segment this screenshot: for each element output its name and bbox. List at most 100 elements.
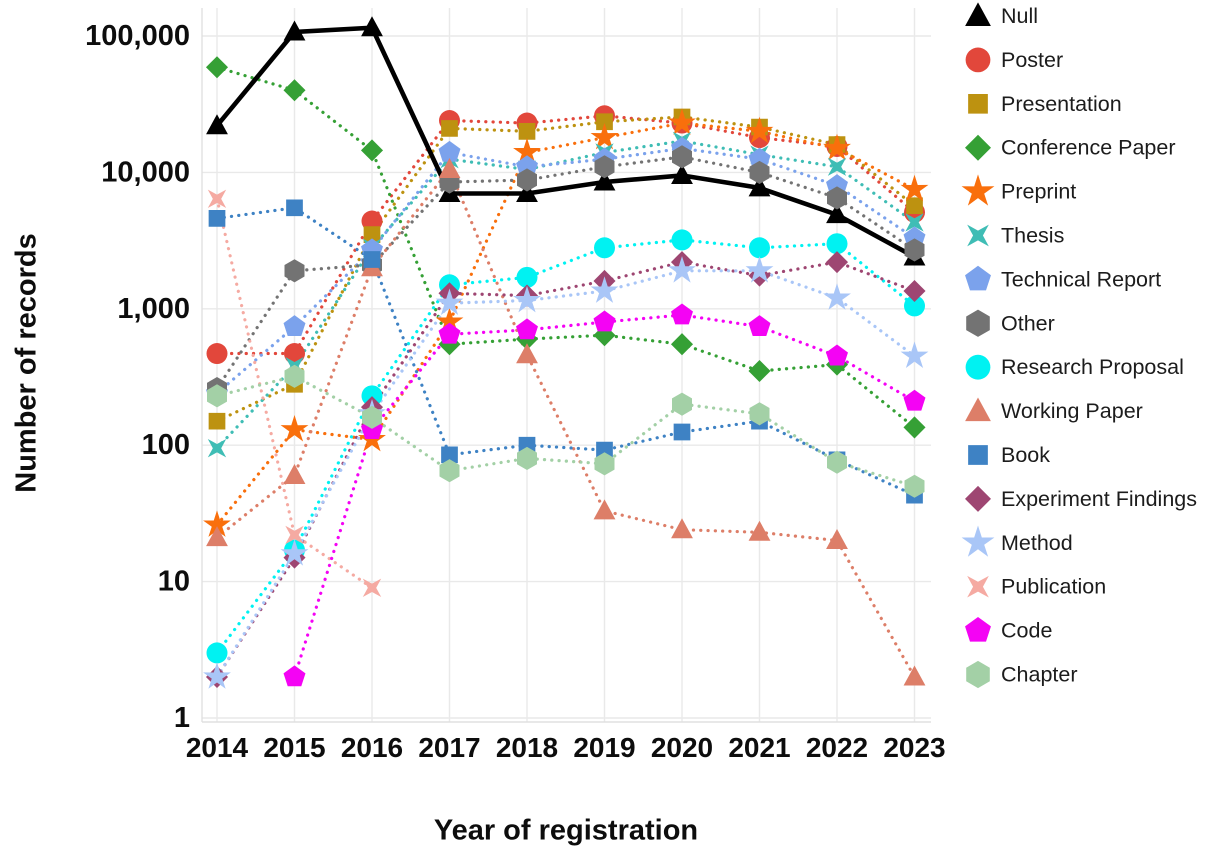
data-point <box>594 155 615 179</box>
y-tick-label: 1 <box>174 702 190 734</box>
data-point <box>361 385 383 407</box>
legend-label: Preprint <box>1001 180 1076 204</box>
data-point <box>283 79 306 102</box>
data-point <box>362 578 382 598</box>
legend-item-thesis: Thesis <box>967 224 1064 248</box>
data-point <box>906 197 923 215</box>
data-point <box>203 662 231 689</box>
legend-marker-book <box>968 445 988 465</box>
data-point <box>671 518 693 539</box>
x-tick-label: 2018 <box>496 732 558 763</box>
legend-item-research-proposal: Research Proposal <box>965 354 1184 380</box>
data-point <box>438 158 461 179</box>
data-point <box>590 122 619 150</box>
legend-label: Book <box>1001 443 1050 467</box>
data-point <box>672 145 692 169</box>
legend-marker-code <box>965 616 991 642</box>
legend-label: Null <box>1001 4 1038 28</box>
data-point <box>207 189 227 209</box>
data-point <box>361 16 383 37</box>
x-tick-label: 2021 <box>728 732 790 763</box>
data-point <box>749 237 770 259</box>
series-line-other <box>215 155 917 391</box>
data-point <box>593 310 616 332</box>
series-line-book <box>215 206 917 497</box>
data-point <box>748 520 771 541</box>
data-point <box>516 182 538 203</box>
legend-item-chapter: Chapter <box>966 660 1078 689</box>
data-point <box>286 199 303 217</box>
data-point <box>284 364 305 388</box>
data-point <box>903 665 926 686</box>
legend-marker-thesis <box>967 224 989 247</box>
series-line-presentation <box>215 115 917 423</box>
data-point <box>439 459 460 483</box>
legend-label: Conference Paper <box>1001 136 1176 160</box>
data-point <box>207 384 227 408</box>
legend-item-code: Code <box>965 616 1052 643</box>
data-point <box>903 389 926 411</box>
legend-label: Thesis <box>1001 224 1064 248</box>
data-point <box>205 56 229 79</box>
series-line-null <box>215 25 916 259</box>
legend-item-publication: Publication <box>967 575 1106 599</box>
x-tick-label: 2020 <box>651 732 713 763</box>
legend-label: Code <box>1001 619 1052 643</box>
legend-label: Poster <box>1001 48 1063 72</box>
data-point <box>827 157 847 176</box>
data-point <box>748 147 771 169</box>
legend-marker-working-paper <box>965 397 991 422</box>
x-tick-label: 2017 <box>418 732 480 763</box>
data-point <box>596 113 613 131</box>
legend-marker-other <box>966 309 990 337</box>
data-point <box>593 324 616 347</box>
data-point <box>513 285 541 313</box>
data-point <box>903 416 926 439</box>
data-point <box>362 405 382 429</box>
series-line-experiment-findings <box>215 260 917 679</box>
data-point <box>208 412 226 430</box>
data-point <box>748 359 771 383</box>
data-point <box>749 160 770 184</box>
data-point <box>671 303 693 325</box>
y-tick-label: 100,000 <box>85 20 190 52</box>
legend-marker-presentation <box>968 93 988 114</box>
data-point <box>905 213 924 232</box>
legend-label: Research Proposal <box>1001 355 1184 379</box>
data-point <box>206 114 228 135</box>
data-point <box>826 344 848 366</box>
legend-item-null: Null <box>965 2 1038 28</box>
data-point <box>435 307 464 334</box>
data-point <box>670 333 694 356</box>
legend-item-book: Book <box>968 443 1050 467</box>
data-point <box>283 315 306 336</box>
x-axis-title: Year of registration <box>433 814 699 847</box>
data-point <box>593 170 616 191</box>
data-point <box>517 446 537 470</box>
y-tick-label: 100 <box>142 429 190 461</box>
data-point <box>203 510 231 537</box>
series-line-research-proposal <box>215 238 917 655</box>
y-tick-label: 10,000 <box>101 156 190 188</box>
series-line-technical-report <box>215 146 917 395</box>
data-point <box>438 322 461 344</box>
data-point <box>516 343 538 364</box>
legend-item-preprint: Preprint <box>961 174 1076 206</box>
data-point <box>826 529 848 550</box>
series-line-poster <box>215 114 917 356</box>
data-point <box>900 174 929 202</box>
data-point <box>668 256 696 283</box>
data-point <box>673 423 691 441</box>
legend-item-method: Method <box>961 525 1073 557</box>
legend-item-conference-paper: Conference Paper <box>964 134 1176 161</box>
legend-marker-conference-paper <box>964 134 992 161</box>
data-point <box>206 526 228 547</box>
data-point <box>363 251 381 268</box>
data-point <box>823 133 851 161</box>
legend-label: Publication <box>1001 575 1106 599</box>
data-point <box>594 237 615 259</box>
x-tick-label: 2023 <box>883 732 945 763</box>
series-line-code <box>292 313 917 679</box>
data-point <box>672 392 692 416</box>
